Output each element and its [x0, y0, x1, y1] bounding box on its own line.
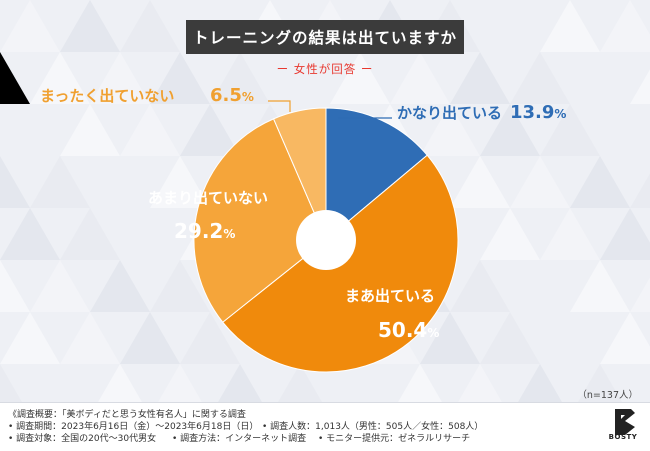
background-triangle — [0, 312, 60, 364]
slice-value-label: 50.4% — [378, 318, 439, 342]
survey-period: • 調査期間：2023年6月16日（金）〜2023年6月18日（日） — [8, 422, 259, 432]
background-triangle — [90, 260, 150, 312]
background-triangle — [600, 104, 650, 156]
background-triangle — [30, 156, 90, 208]
background-triangle — [120, 104, 180, 156]
background-triangle — [120, 208, 180, 260]
background-triangle — [600, 0, 650, 52]
logo-text: BOSTY — [608, 433, 638, 441]
background-triangle — [30, 52, 90, 104]
survey-overview: 《調査概要：「美ボディだと思う女性有名人」に関する調査 — [8, 410, 246, 420]
background-triangle — [630, 69, 650, 104]
donut-hole — [296, 210, 356, 270]
pie-slice — [193, 118, 327, 323]
background-triangle — [630, 173, 650, 208]
background-triangle — [0, 364, 22, 402]
background-triangle — [0, 0, 60, 52]
background-triangle — [0, 104, 60, 156]
page-title: トレーニングの結果は出ていますか — [186, 20, 464, 54]
background-triangle — [180, 312, 240, 364]
background-triangle — [450, 52, 510, 104]
label-leader-line — [268, 100, 291, 112]
background-triangle — [218, 364, 262, 402]
background-triangle — [30, 260, 90, 312]
background-triangle — [120, 0, 180, 52]
sample-size-note: （n=137人） — [577, 390, 638, 401]
background-triangle — [450, 260, 510, 312]
background-triangle — [150, 52, 210, 104]
background-triangle — [540, 208, 600, 260]
survey-respondents: • 調査人数：1,013人（男性：505人／女性：508人） — [262, 422, 484, 432]
background-triangle — [90, 52, 150, 104]
background-triangle — [398, 364, 442, 402]
background-triangle — [0, 260, 30, 312]
background-triangle — [458, 364, 502, 402]
pie-slice — [325, 107, 428, 242]
background-triangle — [450, 156, 510, 208]
background-triangle — [278, 364, 322, 402]
background-triangle — [60, 312, 120, 364]
background-triangle — [150, 156, 210, 208]
background-triangle — [330, 52, 390, 104]
background-triangle — [540, 312, 600, 364]
slice-category-label: かなり出ている — [397, 104, 502, 122]
background-triangle — [630, 277, 650, 312]
background-triangle — [60, 208, 120, 260]
background-triangle — [480, 208, 540, 260]
background-triangle — [180, 104, 240, 156]
background-triangle — [60, 104, 120, 156]
background-triangle — [120, 312, 180, 364]
background-triangle — [60, 0, 120, 52]
page-subtitle: ー 女性が回答 ー — [276, 62, 374, 76]
survey-provider: • モニター提供元：ゼネラルリサーチ — [318, 434, 471, 444]
background-triangle — [570, 156, 630, 208]
background-triangle — [510, 52, 570, 104]
survey-method: • 調査方法：インターネット調査 — [172, 434, 307, 444]
background-triangle — [540, 104, 600, 156]
background-triangle — [390, 52, 450, 104]
background-triangle — [480, 312, 540, 364]
background-triangle — [0, 156, 30, 208]
background-triangle — [98, 364, 142, 402]
pie-slice — [272, 107, 327, 241]
background-triangle — [570, 260, 630, 312]
slice-value-label: 13.9% — [510, 102, 566, 123]
slice-category-label: あまり出ていない — [148, 189, 268, 207]
background-triangle — [510, 156, 570, 208]
background-triangle — [540, 0, 600, 52]
survey-footer: 《調査概要：「美ボディだと思う女性有名人」に関する調査 • 調査期間：2023年… — [0, 402, 650, 451]
background-triangle — [38, 364, 82, 402]
background-triangle — [510, 260, 570, 312]
slice-category-label: まったく出ていない — [40, 87, 174, 105]
bosty-logo-icon — [615, 409, 635, 435]
background-triangle — [0, 208, 60, 260]
background-triangle — [158, 364, 202, 402]
background-triangle — [600, 312, 650, 364]
slice-value-label: 29.2% — [174, 219, 235, 243]
background-triangle — [338, 364, 382, 402]
background-triangle — [150, 260, 210, 312]
survey-target: • 調査対象：全国の20代〜30代男女 — [8, 434, 157, 444]
background-triangle — [420, 104, 480, 156]
background-triangle — [600, 208, 650, 260]
background-triangle — [578, 364, 622, 402]
slice-value-label: 6.5% — [210, 85, 254, 106]
background-triangle — [518, 364, 562, 402]
background-triangle — [420, 312, 480, 364]
background-triangle — [480, 0, 540, 52]
background-triangle — [270, 52, 330, 104]
background-triangle — [210, 52, 270, 104]
background-triangle — [638, 381, 650, 402]
slice-category-label: まあ出ている — [345, 287, 435, 305]
background-triangle — [0, 52, 30, 104]
background-triangle — [480, 104, 540, 156]
background-triangle — [570, 52, 630, 104]
background-triangle — [90, 156, 150, 208]
